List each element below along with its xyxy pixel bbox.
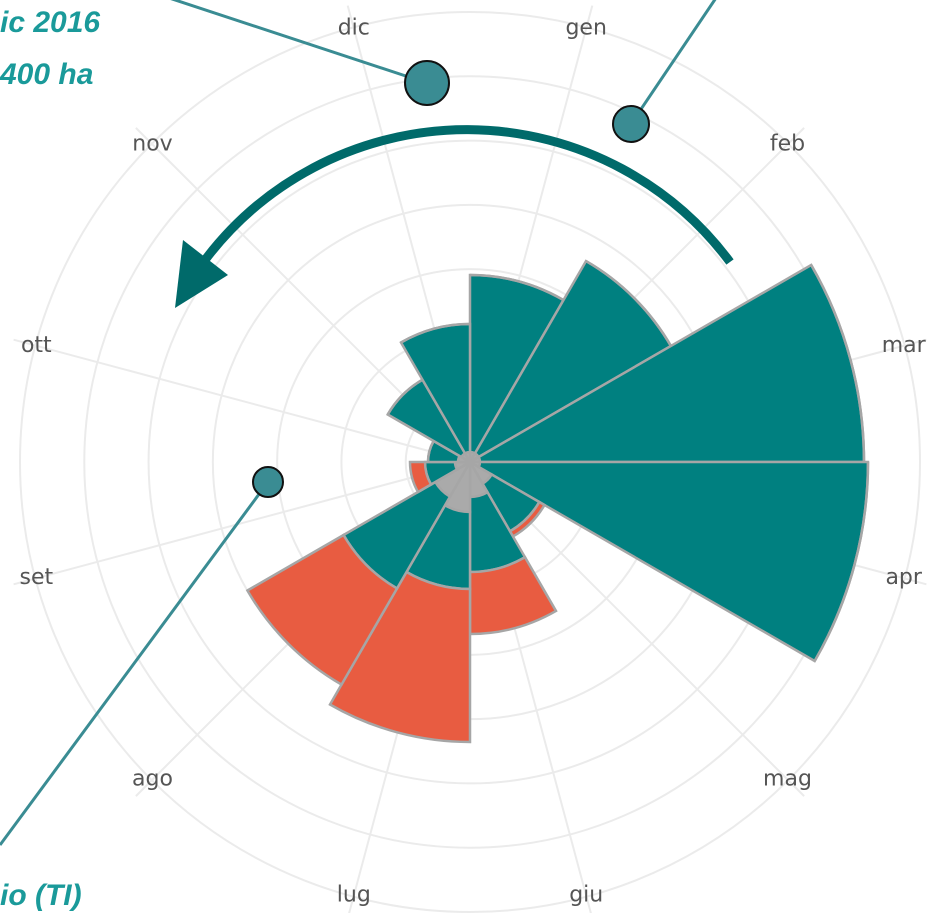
arrow-head [175, 240, 228, 308]
month-label: ago [132, 766, 173, 791]
month-label: nov [132, 132, 172, 157]
grid-spoke [13, 338, 471, 463]
bar-segment [400, 322, 471, 344]
bar-segment [328, 570, 472, 744]
bar-segment [245, 533, 399, 687]
annotation-dot [612, 105, 650, 143]
annotation-line [0, 481, 270, 846]
month-label: gen [565, 15, 606, 40]
direction-arrow [201, 125, 734, 265]
annotation-line [170, 0, 428, 85]
annotation-text: io (TI) [0, 879, 82, 912]
bar-segment [408, 460, 433, 494]
annotation-text: ic 2016 [0, 6, 100, 39]
month-label: feb [770, 132, 805, 157]
annotation-text: 400 ha [0, 58, 93, 91]
grid-ring [19, 11, 921, 913]
bar-segment [476, 460, 870, 663]
month-label: lug [337, 883, 371, 908]
annotation-line [629, 0, 717, 125]
month-label: mar [882, 333, 927, 358]
month-label: mag [763, 766, 812, 791]
month-label: giu [569, 883, 603, 908]
month-label: apr [885, 565, 922, 590]
annotation-dot [404, 60, 450, 106]
grid-spoke [13, 461, 471, 586]
month-label: set [19, 565, 53, 590]
month-label: ott [21, 333, 52, 358]
month-label: dic [338, 15, 370, 40]
bars [245, 259, 870, 744]
annotation-dot [252, 466, 284, 498]
